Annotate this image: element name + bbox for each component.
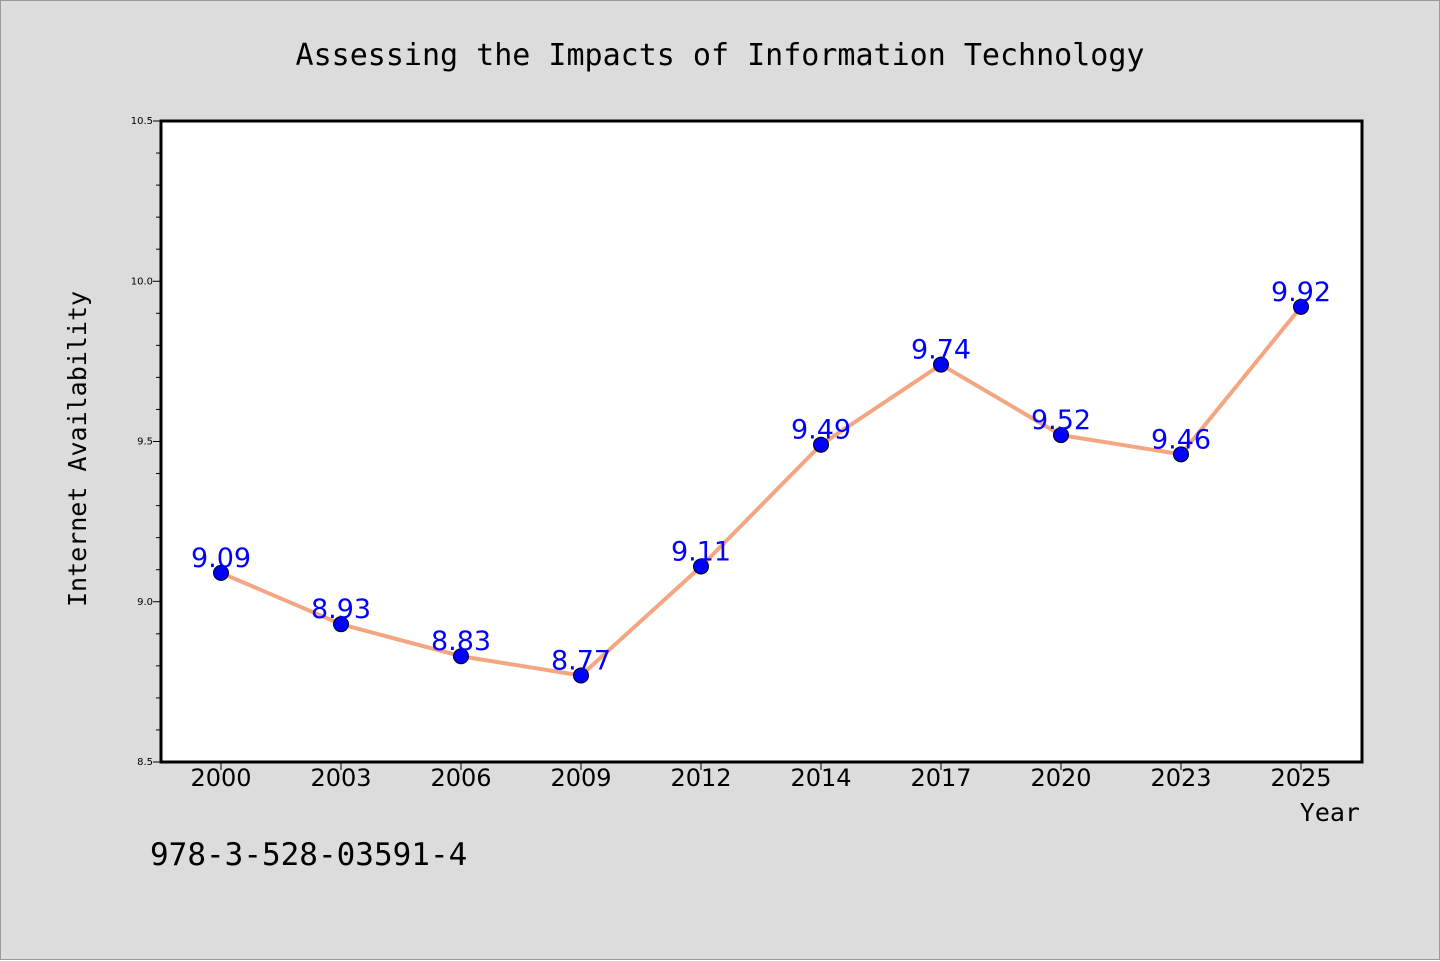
data-point bbox=[213, 564, 229, 581]
x-axis-label: Year bbox=[1300, 798, 1360, 827]
x-tick-label: 2009 bbox=[550, 764, 611, 792]
x-tick-label: 2017 bbox=[910, 764, 971, 792]
data-label: 9.92 bbox=[1271, 277, 1331, 308]
x-tick-label: 2006 bbox=[430, 764, 491, 792]
chart-title: Assessing the Impacts of Information Tec… bbox=[296, 38, 1145, 73]
y-axis-label: Internet Availability bbox=[63, 291, 92, 607]
data-label: 9.46 bbox=[1151, 424, 1211, 455]
plot-area bbox=[159, 119, 1364, 764]
data-label: 8.77 bbox=[551, 645, 611, 676]
data-point bbox=[933, 356, 949, 373]
data-label: 8.93 bbox=[311, 594, 371, 625]
data-label: 9.52 bbox=[1031, 405, 1091, 436]
data-point bbox=[813, 436, 829, 453]
x-tick-label: 2014 bbox=[790, 764, 851, 792]
isbn-text: 978-3-528-03591-4 bbox=[150, 837, 467, 873]
data-label: 8.83 bbox=[431, 626, 491, 657]
data-point bbox=[573, 667, 589, 684]
data-point bbox=[1173, 446, 1189, 463]
x-tick-label: 2000 bbox=[190, 764, 251, 792]
data-point bbox=[693, 558, 709, 575]
y-tick-label: 9.5 bbox=[137, 437, 153, 448]
x-tick-label: 2020 bbox=[1030, 764, 1091, 792]
data-point bbox=[1053, 427, 1069, 444]
data-label: 9.74 bbox=[911, 335, 971, 366]
data-label: 9.09 bbox=[191, 543, 251, 574]
y-tick-label: 8.5 bbox=[137, 757, 153, 768]
data-point bbox=[333, 616, 349, 633]
data-point bbox=[1293, 298, 1309, 315]
y-tick-label: 10.0 bbox=[131, 276, 153, 287]
series-line bbox=[219, 304, 1303, 678]
x-tick-label: 2023 bbox=[1150, 764, 1211, 792]
x-tick-label: 2025 bbox=[1270, 764, 1331, 792]
x-axis: 2000 2003 2006 2009 2012 2014 2017 2020 2023 2025 bbox=[190, 762, 1332, 792]
y-axis: 8.5 9.0 9.5 10.0 10.5 bbox=[131, 116, 161, 768]
data-series: 9.09 8.93 8.83 8.77 9.11 9.49 9.74 9.52 9.46 9.92 bbox=[191, 277, 1331, 684]
y-tick-label: 9.0 bbox=[137, 597, 153, 608]
data-label: 9.49 bbox=[791, 415, 851, 446]
x-tick-label: 2012 bbox=[670, 764, 731, 792]
y-tick-label: 10.5 bbox=[131, 116, 153, 127]
x-tick-label: 2003 bbox=[310, 764, 371, 792]
data-label: 9.11 bbox=[671, 536, 731, 567]
data-point bbox=[453, 648, 469, 665]
